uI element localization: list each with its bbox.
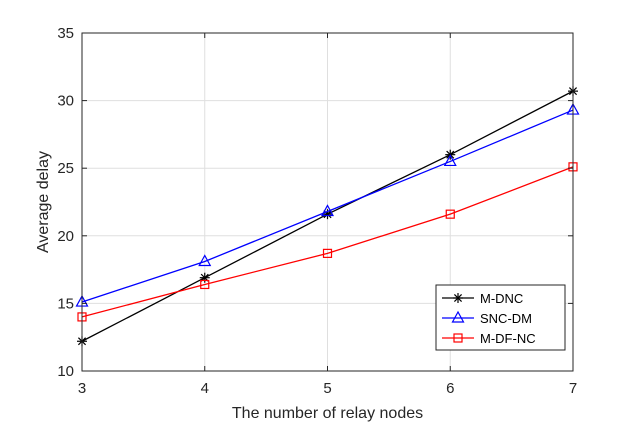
data-point [200, 279, 210, 290]
legend-label: M-DF-NC [480, 331, 536, 346]
grid [82, 33, 573, 371]
legend-marker [453, 333, 463, 343]
data-point [322, 248, 333, 258]
legend-item: M-DF-NC [442, 331, 536, 346]
legend-marker [451, 310, 465, 323]
data-point [320, 204, 335, 217]
y-tick-label: 10 [57, 363, 74, 380]
data-point [445, 209, 455, 219]
tick-labels: 3 4 5 6 7 10 15 20 25 30 35 [57, 25, 577, 397]
legend-label: SNC-DM [480, 311, 532, 326]
y-tick-label: 20 [57, 228, 74, 245]
legend-item: M-DNC [442, 291, 523, 306]
y-tick-label: 30 [57, 93, 74, 110]
x-tick-label: 7 [569, 380, 577, 397]
x-tick-label: 3 [78, 380, 86, 397]
x-tick-label: 5 [323, 380, 331, 397]
y-axis-title: Average delay [35, 151, 52, 253]
x-axis-title: The number of relay nodes [232, 405, 423, 422]
x-tick-label: 4 [201, 380, 209, 397]
legend-item: SNC-DM [442, 310, 532, 326]
legend-label: M-DNC [480, 291, 523, 306]
y-tick-label: 15 [57, 295, 74, 312]
series-line [81, 166, 574, 318]
data-point [443, 154, 457, 167]
y-tick-label: 35 [57, 25, 74, 42]
data-point [198, 254, 212, 267]
y-tick-label: 25 [57, 160, 74, 177]
series-group [75, 86, 580, 347]
series-line [81, 109, 574, 303]
x-tick-label: 6 [446, 380, 454, 397]
legend: M-DNC SNC-DM M-DF-NC [435, 284, 566, 351]
legend-marker [453, 293, 463, 303]
